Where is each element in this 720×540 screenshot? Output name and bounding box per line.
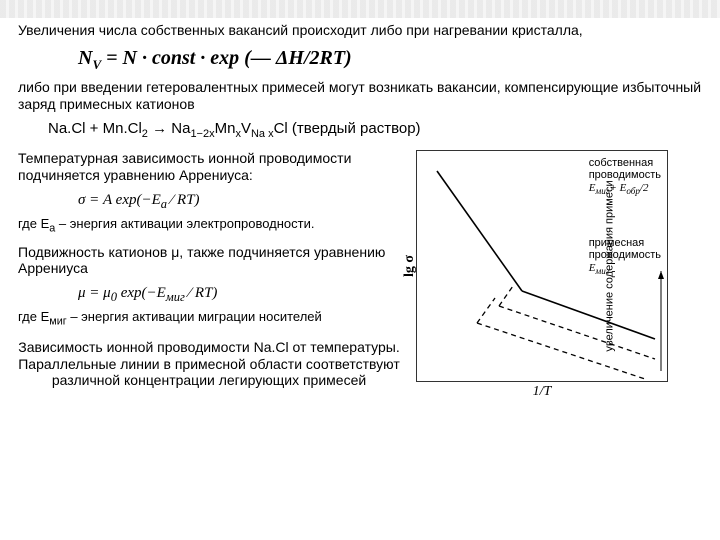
y2-axis-label: увеличение содержания примеси xyxy=(603,181,615,352)
reaction-lhs: Na.Cl + Mn.Cl xyxy=(48,120,142,137)
arrhenius-chart: собственная проводимость Eмиг+ Eобр/2 пр… xyxy=(416,150,668,382)
annotation-intrinsic: собственная проводимость Eмиг+ Eобр/2 xyxy=(589,157,661,195)
y-axis-label: lg σ xyxy=(402,255,418,277)
emig-definition: где Eмиг – энергия активации миграции но… xyxy=(18,309,400,329)
formula-mu: μ = μ0 exp(−Eмиг ⁄ RT) xyxy=(78,285,400,305)
x-axis-label: 1/T xyxy=(416,384,668,400)
intro-paragraph: Увеличения числа собственных вакансий пр… xyxy=(18,22,702,39)
figure-caption: Зависимость ионной проводимости Na.Cl от… xyxy=(18,339,400,389)
ea-definition: где Ea – энергия активации электропровод… xyxy=(18,216,400,236)
annotation-extrinsic: примесная проводимость Eмиг xyxy=(589,237,661,275)
formula-sigma: σ = A exp(−Ea ⁄ RT) xyxy=(78,192,400,212)
paragraph-3: Температурная зависимость ионной проводи… xyxy=(18,150,400,184)
annotation-extrinsic-energy: Eмиг xyxy=(589,262,661,276)
paragraph-2: либо при введении гетеровалентных примес… xyxy=(18,79,702,113)
page-content: Увеличения числа собственных вакансий пр… xyxy=(0,0,720,410)
two-column-layout: Температурная зависимость ионной проводи… xyxy=(18,150,702,400)
paragraph-5: Подвижность катионов μ, также подчиняетс… xyxy=(18,244,400,278)
chart-container: собственная проводимость Eмиг+ Eобр/2 пр… xyxy=(416,150,668,400)
annotation-intrinsic-energy: Eмиг+ Eобр/2 xyxy=(589,182,661,196)
left-column: Температурная зависимость ионной проводи… xyxy=(18,150,400,389)
reaction-equation: Na.Cl + Mn.Cl2 → Na1−2xMnxVNa xCl (тверд… xyxy=(48,120,702,140)
formula-nv: NV = N · const · exp (— ΔH/2RT) xyxy=(78,47,702,73)
